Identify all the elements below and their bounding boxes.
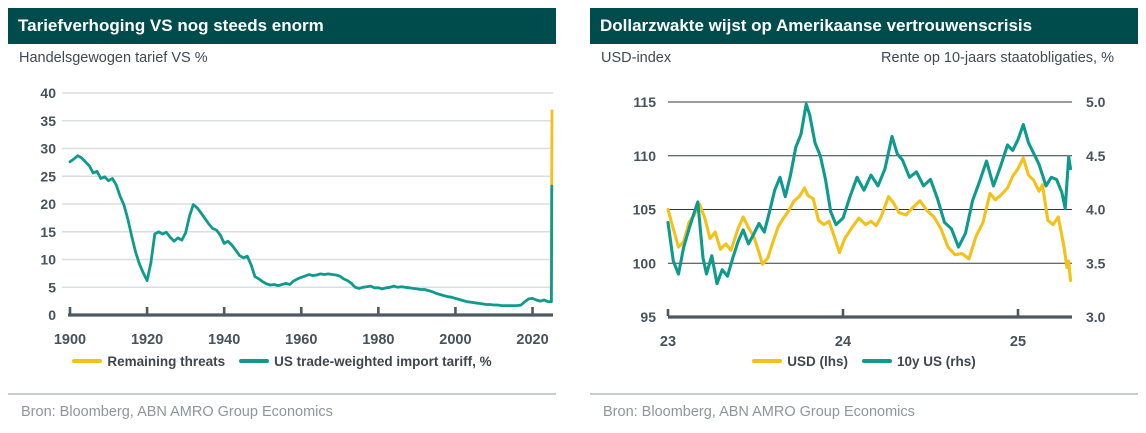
legend-item: US trade-weighted import tariff, % <box>239 354 492 369</box>
legend: Remaining threats US trade-weighted impor… <box>8 351 556 371</box>
svg-text:115: 115 <box>633 94 656 110</box>
legend-swatch <box>752 358 783 364</box>
svg-text:24: 24 <box>835 334 851 350</box>
svg-text:20: 20 <box>40 196 56 212</box>
svg-text:4.5: 4.5 <box>1086 148 1106 164</box>
svg-text:4.0: 4.0 <box>1086 202 1106 218</box>
svg-text:1980: 1980 <box>362 332 394 348</box>
svg-text:15: 15 <box>40 224 56 240</box>
legend-item: USD (lhs) <box>752 354 848 369</box>
legend-label: US trade-weighted import tariff, % <box>274 353 492 369</box>
legend-label: USD (lhs) <box>787 353 848 369</box>
svg-text:1960: 1960 <box>285 332 317 348</box>
legend-label: Remaining threats <box>107 353 226 369</box>
svg-text:105: 105 <box>633 202 657 218</box>
svg-text:2020: 2020 <box>516 332 548 348</box>
axis-unit-label-right: Rente op 10-jaars staatobligaties, % <box>881 50 1114 66</box>
svg-text:95: 95 <box>640 309 656 325</box>
source-note: Bron: Bloomberg, ABN AMRO Group Economic… <box>603 404 915 420</box>
svg-text:10: 10 <box>40 252 56 268</box>
svg-text:100: 100 <box>633 255 657 271</box>
svg-text:30: 30 <box>40 141 56 157</box>
svg-text:3.0: 3.0 <box>1086 309 1106 325</box>
svg-text:3.5: 3.5 <box>1086 255 1106 271</box>
svg-text:1920: 1920 <box>131 332 163 348</box>
divider <box>8 393 556 395</box>
legend-label: 10y US (rhs) <box>896 353 976 369</box>
svg-text:40: 40 <box>40 85 56 101</box>
legend-swatch <box>239 358 270 364</box>
axis-unit-row: USD-index Rente op 10-jaars staatobligat… <box>590 50 1138 72</box>
chart-title: Tariefverhoging VS nog steeds enorm <box>18 16 324 35</box>
axis-unit-row: Handelsgewogen tarief VS % <box>8 50 556 72</box>
axis-unit-label-left: Handelsgewogen tarief VS % <box>19 50 208 66</box>
source-note: Bron: Bloomberg, ABN AMRO Group Economic… <box>21 404 333 420</box>
usd-yield-line-chart: 95 100 105 110 115 3.0 3.5 4.0 4.5 5.0 23 24 25 <box>633 94 1106 350</box>
svg-text:23: 23 <box>660 334 676 350</box>
dollar-panel: Dollarzwakte wijst op Amerikaanse vertro… <box>590 0 1138 433</box>
axis-unit-label-left: USD-index <box>601 50 672 66</box>
tariff-panel: Tariefverhoging VS nog steeds enorm Hand… <box>8 0 556 433</box>
legend-swatch <box>72 358 103 364</box>
svg-text:5.0: 5.0 <box>1086 94 1106 110</box>
svg-text:1900: 1900 <box>54 332 86 348</box>
svg-text:2000: 2000 <box>439 332 471 348</box>
svg-text:5: 5 <box>48 279 56 295</box>
legend-item: 10y US (rhs) <box>861 353 976 369</box>
svg-text:1940: 1940 <box>208 332 240 348</box>
svg-text:0: 0 <box>48 307 56 323</box>
legend: USD (lhs) 10y US (rhs) <box>590 351 1138 371</box>
legend-swatch <box>861 358 892 364</box>
tariff-line-chart: 0 5 10 15 20 25 30 35 40 1900 1920 1940 1960 1980 2000… <box>40 85 554 348</box>
chart-title-bar: Dollarzwakte wijst op Amerikaanse vertro… <box>590 8 1138 44</box>
chart-title: Dollarzwakte wijst op Amerikaanse vertro… <box>600 16 1033 35</box>
svg-text:110: 110 <box>633 148 656 164</box>
svg-text:25: 25 <box>40 168 56 184</box>
svg-text:25: 25 <box>1010 334 1026 350</box>
chart-title-bar: Tariefverhoging VS nog steeds enorm <box>8 8 556 44</box>
svg-text:35: 35 <box>40 113 56 129</box>
legend-item: Remaining threats <box>72 354 225 369</box>
divider <box>590 393 1138 395</box>
